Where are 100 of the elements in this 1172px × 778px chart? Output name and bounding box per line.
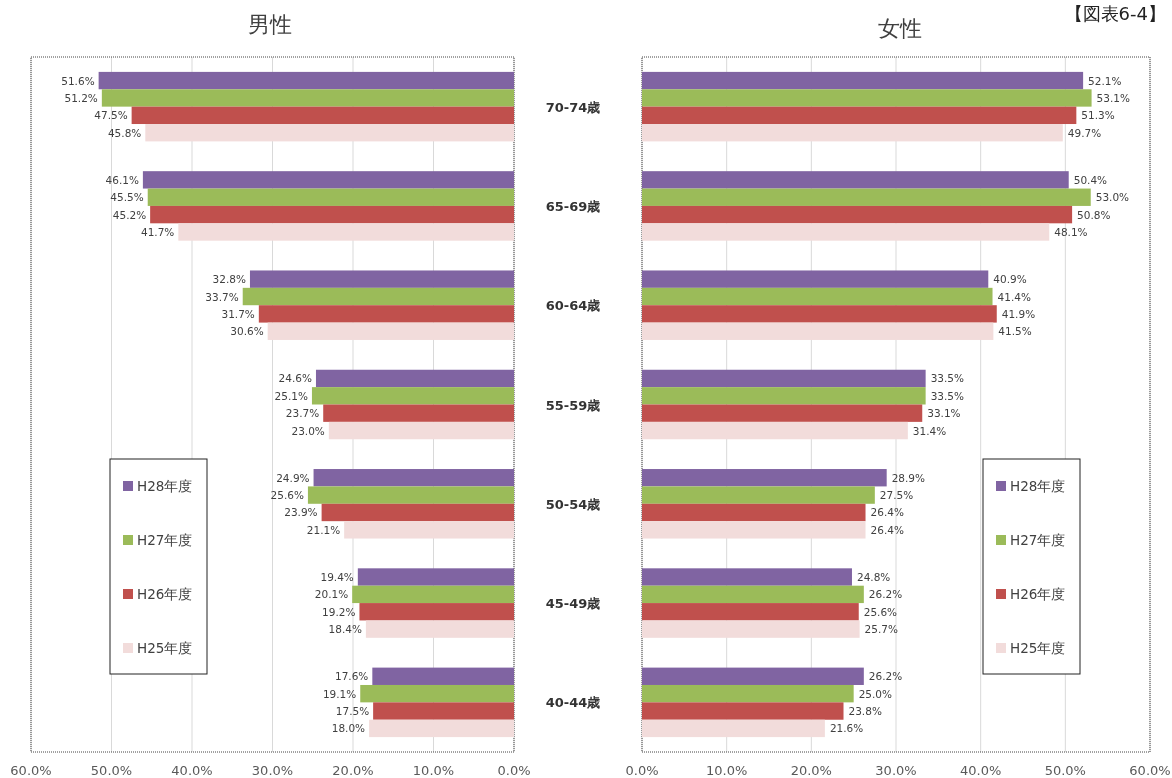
bar — [642, 603, 859, 621]
data-label: 18.4% — [328, 623, 362, 636]
bar — [642, 387, 926, 405]
data-label: 33.5% — [930, 372, 965, 385]
data-label: 17.6% — [334, 670, 369, 683]
bar — [642, 287, 993, 306]
bar — [642, 503, 866, 522]
bar — [372, 667, 514, 685]
bar — [258, 305, 514, 323]
y-tick-label: 45-49歳 — [545, 596, 601, 612]
data-label: 31.7% — [221, 307, 255, 320]
bar — [267, 322, 514, 340]
y-tick-label: 60-64歳 — [545, 298, 601, 314]
data-label: 50.4% — [1073, 173, 1108, 186]
bar — [642, 322, 994, 340]
bar — [150, 205, 514, 224]
legend-label: H27年度 — [1010, 532, 1066, 548]
legend-label: H25年度 — [137, 640, 193, 656]
x-tick-label: 10.0% — [412, 763, 455, 778]
bar — [642, 171, 1069, 189]
data-label: 47.5% — [94, 109, 128, 122]
bar — [642, 684, 854, 703]
data-label: 21.6% — [829, 722, 864, 735]
data-label: 25.6% — [270, 489, 304, 502]
bar — [642, 223, 1050, 241]
bar — [642, 270, 989, 288]
bar — [642, 369, 926, 388]
legend-label: H28年度 — [137, 478, 193, 494]
data-label: 19.2% — [322, 605, 356, 618]
bar — [313, 469, 514, 487]
bar — [249, 270, 514, 288]
data-label: 23.7% — [285, 407, 320, 420]
bar — [101, 89, 514, 107]
bar — [365, 620, 514, 638]
bar — [642, 89, 1092, 107]
bar — [352, 585, 514, 604]
legend-label: H25年度 — [1010, 640, 1066, 656]
bar — [642, 568, 852, 586]
bar — [328, 421, 514, 440]
bar — [145, 124, 514, 142]
x-tick-label: 40.0% — [171, 763, 213, 778]
data-label: 33.5% — [930, 389, 965, 402]
data-label: 25.6% — [863, 605, 898, 618]
data-label: 25.0% — [858, 687, 893, 700]
bar — [642, 667, 864, 685]
data-label: 28.9% — [891, 471, 926, 484]
data-label: 51.3% — [1081, 109, 1115, 122]
bar — [142, 171, 514, 189]
data-label: 53.1% — [1096, 91, 1130, 104]
data-label: 24.6% — [278, 372, 312, 385]
bar — [360, 684, 514, 703]
bar — [98, 71, 514, 90]
bar — [642, 702, 844, 720]
data-label: 40.9% — [993, 273, 1027, 286]
data-label: 25.7% — [864, 623, 898, 636]
legend-label: H26年度 — [137, 586, 193, 602]
bar — [642, 124, 1063, 142]
text: 【図表6-4】 — [1064, 3, 1166, 24]
y-tick-label: 50-54歳 — [545, 496, 601, 512]
legend-label: H28年度 — [1010, 478, 1066, 494]
bar — [642, 421, 908, 440]
bar — [642, 521, 866, 539]
bar — [357, 568, 514, 586]
bar — [323, 404, 514, 422]
bar — [373, 702, 514, 720]
bar — [321, 503, 514, 522]
bar — [359, 603, 514, 621]
bar — [642, 719, 825, 738]
x-tick-label: 30.0% — [875, 763, 917, 778]
data-label: 46.1% — [105, 173, 139, 186]
x-tick-label: 60.0% — [1129, 763, 1171, 778]
bar — [642, 585, 864, 604]
data-label: 26.2% — [868, 588, 903, 601]
x-tick-label: 0.0% — [625, 763, 659, 778]
data-label: 23.0% — [291, 424, 325, 437]
data-label: 21.1% — [306, 523, 341, 536]
data-label: 49.7% — [1067, 126, 1102, 139]
bar — [242, 287, 514, 306]
x-tick-label: 30.0% — [251, 763, 294, 778]
data-label: 41.5% — [998, 325, 1032, 338]
y-tick-label: 70-74歳 — [545, 99, 601, 115]
x-tick-label: 20.0% — [332, 763, 374, 778]
x-tick-label: 40.0% — [960, 763, 1002, 778]
data-label: 45.5% — [110, 191, 144, 204]
data-label: 33.1% — [927, 407, 961, 420]
data-label: 26.2% — [868, 670, 903, 683]
bar — [178, 223, 514, 241]
data-label: 41.4% — [997, 290, 1031, 303]
legend-label: H27年度 — [137, 532, 193, 548]
data-label: 31.4% — [912, 424, 947, 437]
data-label: 48.1% — [1054, 225, 1088, 238]
data-label: 19.4% — [320, 571, 354, 584]
data-label: 20.1% — [314, 588, 349, 601]
data-label: 26.4% — [870, 523, 904, 536]
y-tick-label: 55-59歳 — [545, 397, 601, 413]
data-label: 27.5% — [879, 489, 914, 502]
data-label: 17.5% — [335, 705, 370, 718]
y-tick-label: 65-69歳 — [545, 198, 601, 214]
bar — [642, 469, 887, 487]
data-label: 25.1% — [274, 389, 308, 402]
